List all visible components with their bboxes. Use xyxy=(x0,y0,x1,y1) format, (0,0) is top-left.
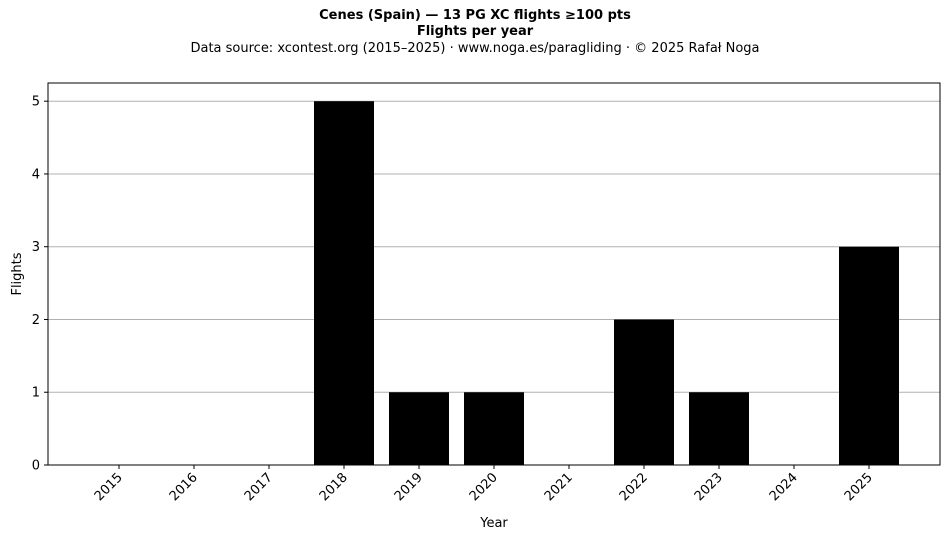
x-tick-label: 2018 xyxy=(317,470,351,504)
y-tick-label: 3 xyxy=(32,240,40,255)
y-tick-label: 0 xyxy=(32,459,40,474)
y-tick-label: 4 xyxy=(32,167,40,182)
x-tick-label: 2025 xyxy=(842,470,876,504)
x-tick-label: 2021 xyxy=(542,470,576,504)
bars xyxy=(314,101,899,465)
bar-2023 xyxy=(689,392,749,465)
chart-subtitle: Flights per year xyxy=(416,24,534,39)
x-tick-label: 2020 xyxy=(467,470,501,504)
y-axis: 0 1 2 3 4 5 xyxy=(32,95,48,474)
x-tick-label: 2024 xyxy=(767,470,801,504)
chart-title: Cenes (Spain) — 13 PG XC flights ≥100 pt… xyxy=(319,8,631,23)
grid-lines xyxy=(48,100,940,393)
y-tick-label: 1 xyxy=(32,386,40,401)
bar-2022 xyxy=(614,319,674,465)
x-tick-label: 2019 xyxy=(392,470,426,504)
chart-source-line: Data source: xcontest.org (2015–2025) · … xyxy=(190,41,760,56)
x-tick-label: 2023 xyxy=(692,470,726,504)
bar-2025 xyxy=(839,246,899,465)
x-tick-label: 2015 xyxy=(92,470,126,504)
bar-2018 xyxy=(314,101,374,465)
y-tick-label: 5 xyxy=(32,95,40,110)
bar-2019 xyxy=(389,392,449,465)
y-tick-label: 2 xyxy=(32,313,40,328)
x-axis-label: Year xyxy=(479,516,508,531)
x-axis: 2015 2016 2017 2018 2019 2020 2021 2022 2023 2024… xyxy=(92,465,876,504)
x-tick-label: 2017 xyxy=(242,470,276,504)
x-tick-label: 2022 xyxy=(617,470,651,504)
y-axis-label: Flights xyxy=(10,252,25,295)
bar-2020 xyxy=(464,392,524,465)
x-tick-label: 2016 xyxy=(167,470,201,504)
